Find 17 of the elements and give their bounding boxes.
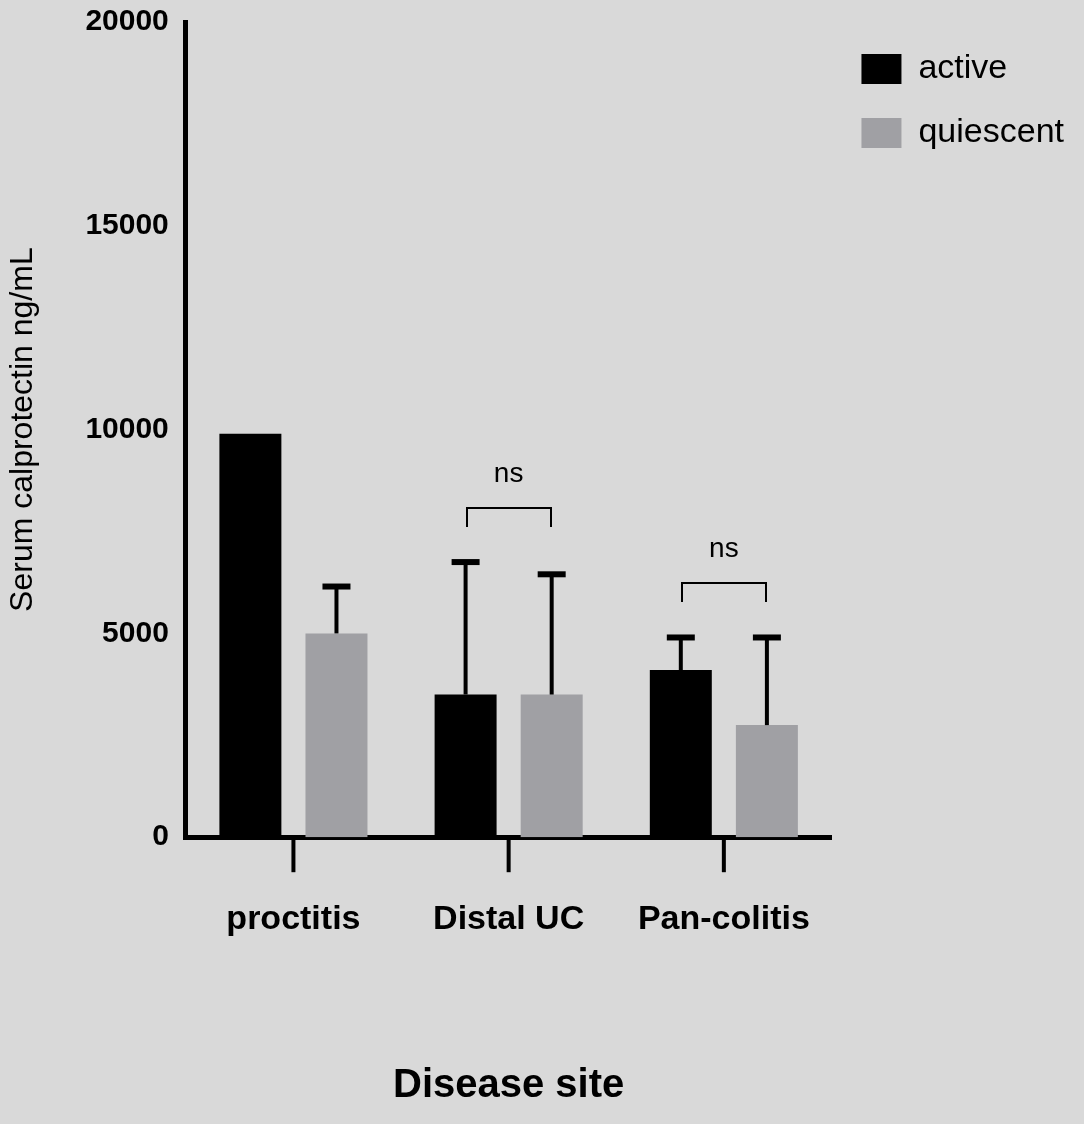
bar [305,633,368,838]
annotation: ns [493,457,524,490]
legend-label: quiescent [918,111,1065,150]
y-axis-title: Serum calprotectin ng/mL [3,247,40,612]
x-axis-title: Disease site [393,1061,625,1106]
legend-label: active [918,47,1008,86]
x-tick-label: Pan-colitis [637,897,810,936]
x-tick-label: proctitis [226,897,361,936]
x-tick-label: Distal UC [433,897,585,936]
bar [735,725,798,838]
y-tick-label: 10000 [85,410,169,444]
annotation: ns [709,532,739,565]
bar [520,694,583,838]
y-tick-label: 5000 [102,614,169,648]
y-tick-label: 20000 [85,3,169,37]
y-tick-label: 0 [152,818,169,852]
y-tick-label: 15000 [85,207,169,241]
